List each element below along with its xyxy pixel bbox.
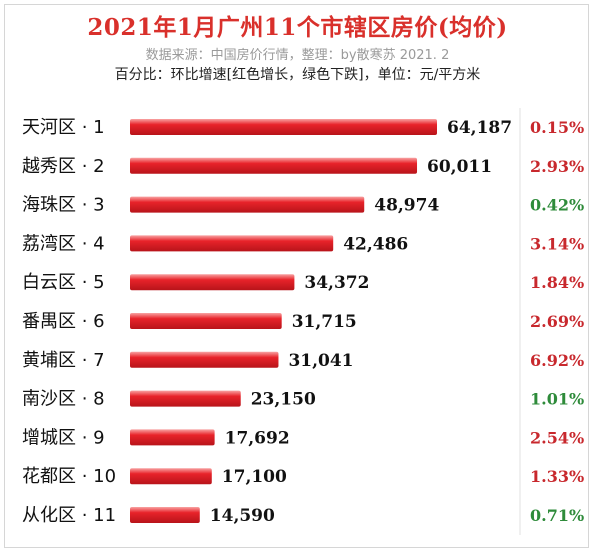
bar xyxy=(130,274,295,291)
change-label: 2.69% xyxy=(530,312,584,331)
value-label: 14,590 xyxy=(210,506,275,526)
value-label: 17,692 xyxy=(225,428,290,448)
bar-row: 增城区 · 9 17,692 2.54% xyxy=(22,427,584,448)
value-label: 23,150 xyxy=(251,390,316,410)
value-label: 17,100 xyxy=(222,467,287,487)
value-label: 31,041 xyxy=(288,351,353,371)
change-label: 2.54% xyxy=(530,428,584,447)
value-label: 34,372 xyxy=(304,273,369,293)
change-label: 1.33% xyxy=(530,467,584,486)
change-label: 2.93% xyxy=(530,157,584,176)
value-label: 64,187 xyxy=(447,118,512,138)
bar xyxy=(130,157,418,174)
chart-note: 百分比：环比增速[红色增长，绿色下跌]，单位：元/平方米 xyxy=(114,67,481,83)
bar-row: 天河区 · 1 64,187 0.15% xyxy=(22,117,584,138)
chart-frame xyxy=(4,4,589,548)
category-label: 增城区 · 9 xyxy=(22,427,105,448)
chart-title: 2021年1月广州11个市辖区房价(均价) xyxy=(87,14,508,41)
bar xyxy=(130,119,437,135)
bar xyxy=(130,507,200,523)
bar xyxy=(130,351,279,368)
category-label: 黄埔区 · 7 xyxy=(22,350,105,371)
bar-row: 越秀区 · 2 60,011 2.93% xyxy=(22,156,584,177)
bar-row: 白云区 · 5 34,372 1.84% xyxy=(22,272,584,293)
bar xyxy=(130,313,282,329)
bar-row: 番禺区 · 6 31,715 2.69% xyxy=(22,311,584,332)
value-label: 48,974 xyxy=(374,196,439,216)
category-label: 从化区 · 11 xyxy=(22,505,116,526)
bar xyxy=(130,196,365,213)
change-label: 1.01% xyxy=(530,390,584,409)
bar xyxy=(130,235,334,252)
bar-row: 南沙区 · 8 23,150 1.01% xyxy=(22,389,584,410)
value-label: 60,011 xyxy=(427,157,492,177)
change-label: 6.92% xyxy=(530,351,584,370)
data-source: 数据来源：中国房价行情，整理：by散寒苏 2021. 2 xyxy=(145,48,450,63)
category-label: 南沙区 · 8 xyxy=(22,389,105,410)
bar-row: 荔湾区 · 4 42,486 3.14% xyxy=(22,233,584,254)
change-label: 1.84% xyxy=(530,273,584,292)
category-label: 天河区 · 1 xyxy=(22,117,105,138)
change-label: 0.42% xyxy=(530,196,584,215)
category-label: 番禺区 · 6 xyxy=(22,311,105,332)
value-label: 42,486 xyxy=(343,234,408,254)
value-label: 31,715 xyxy=(292,312,357,332)
category-label: 荔湾区 · 4 xyxy=(22,233,105,254)
bar-row: 从化区 · 11 14,590 0.71% xyxy=(22,505,584,526)
change-label: 3.14% xyxy=(530,234,584,253)
category-label: 海珠区 · 3 xyxy=(22,195,105,216)
category-label: 白云区 · 5 xyxy=(22,272,105,293)
category-label: 越秀区 · 2 xyxy=(22,156,105,177)
bar-row: 黄埔区 · 7 31,041 6.92% xyxy=(22,350,584,371)
change-label: 0.71% xyxy=(530,506,584,525)
bar xyxy=(130,468,212,485)
category-label: 花都区 · 10 xyxy=(22,466,116,487)
bar-row: 海珠区 · 3 48,974 0.42% xyxy=(22,195,584,216)
change-label: 0.15% xyxy=(530,118,584,137)
bar-row: 花都区 · 10 17,100 1.33% xyxy=(22,466,584,487)
bar xyxy=(130,390,241,407)
bar xyxy=(130,429,215,446)
